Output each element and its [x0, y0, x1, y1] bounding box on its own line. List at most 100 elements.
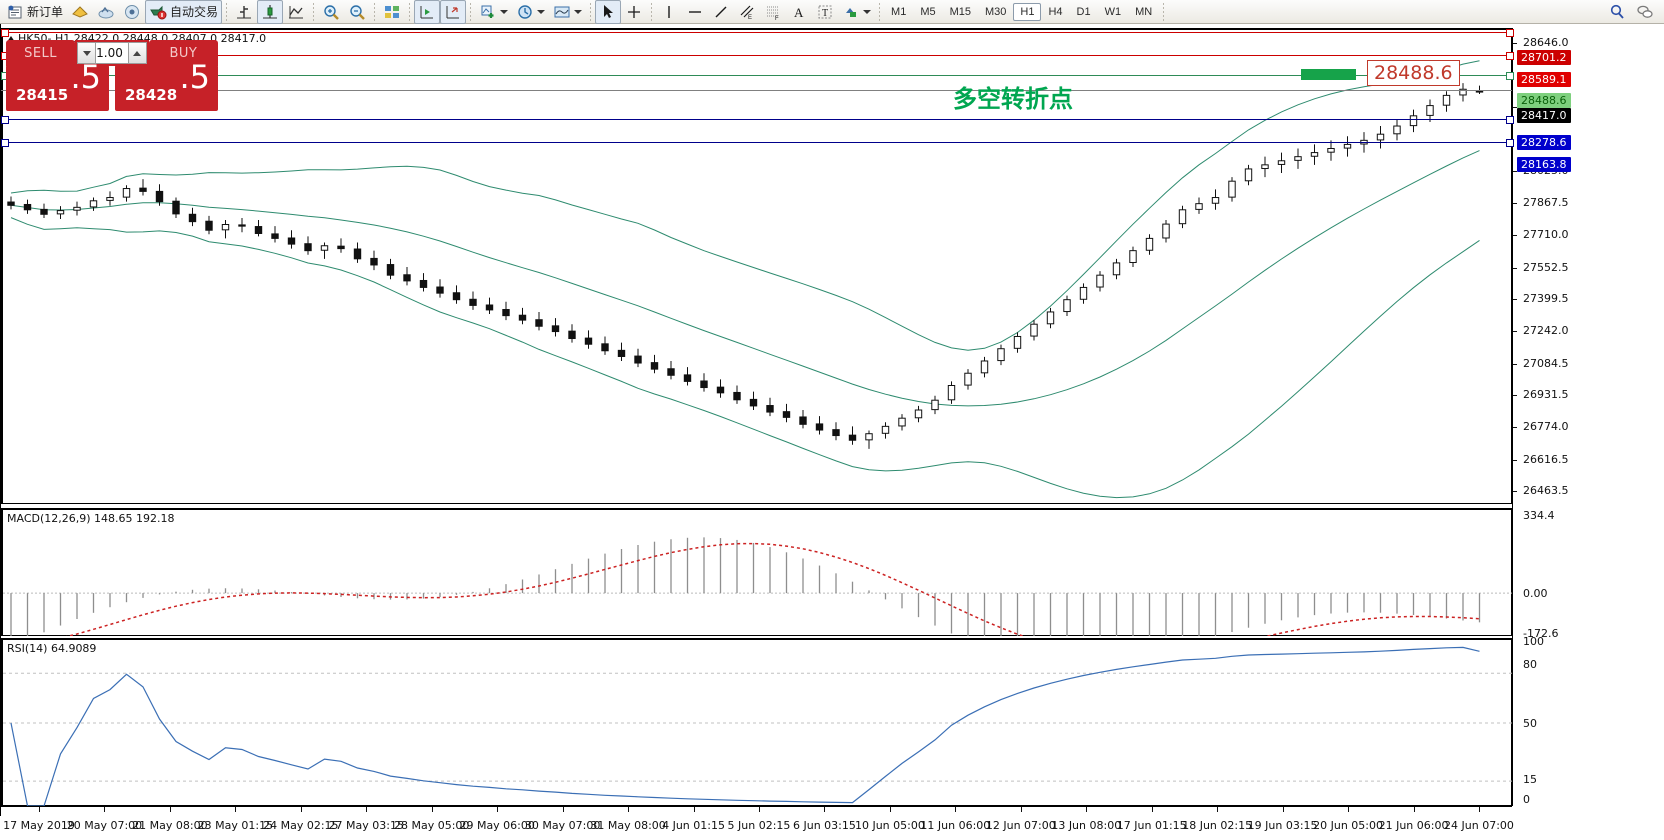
volume-input[interactable]: 1.00	[96, 42, 128, 64]
level-line-handle[interactable]	[1506, 139, 1514, 148]
level-line-handle[interactable]	[1506, 115, 1514, 124]
time-axis-tick	[1217, 807, 1219, 812]
chart-shift-button[interactable]	[440, 0, 467, 24]
expert-wizard-button[interactable]	[67, 0, 93, 24]
candlestick-chart-button[interactable]	[257, 0, 284, 24]
price-axis-tick	[1513, 43, 1517, 45]
level-line-handle[interactable]	[1506, 51, 1514, 60]
svg-text:T: T	[822, 8, 828, 19]
support-line-tag-2[interactable]: 28163.8	[1517, 157, 1571, 172]
turning-point-annotation[interactable]: 多空转折点	[953, 85, 1073, 113]
ask-line-tag[interactable]: 28701.2	[1517, 50, 1571, 65]
rsi-axis-label: 80	[1523, 658, 1537, 671]
macd-canvas[interactable]	[3, 510, 1512, 636]
scroll-end-button[interactable]	[414, 0, 441, 24]
last-price-tag[interactable]: 28417.0	[1517, 108, 1571, 123]
shapes-button[interactable]	[838, 0, 875, 24]
text-button[interactable]: A	[786, 0, 812, 24]
chat-icon[interactable]	[1636, 3, 1654, 21]
price-axis-label: 27084.5	[1523, 356, 1569, 370]
timeframe-m5[interactable]: M5	[920, 5, 936, 18]
line-chart-button[interactable]	[283, 0, 309, 24]
terminal-button[interactable]	[93, 0, 119, 24]
chevron-down-icon[interactable]	[574, 8, 583, 16]
search-icon[interactable]	[1608, 3, 1626, 21]
templates-button[interactable]	[549, 0, 586, 24]
volume-decrease-button[interactable]	[77, 42, 97, 64]
horizontal-line-button[interactable]	[682, 0, 708, 24]
level-line[interactable]	[1, 142, 1512, 144]
indicators-button[interactable]	[475, 0, 512, 24]
rsi-pane[interactable]: RSI(14) 64.9089	[1, 638, 1512, 806]
level-line-handle[interactable]	[1506, 28, 1514, 37]
new-order-button[interactable]: 新订单	[2, 0, 67, 24]
cursor-icon	[599, 3, 617, 21]
timeframe-h4[interactable]: H4	[1048, 5, 1063, 18]
sell-button[interactable]: SELL	[6, 40, 76, 66]
volume-increase-button[interactable]	[127, 42, 147, 64]
toolbar-separator	[226, 2, 228, 21]
level-line[interactable]	[1, 75, 1512, 77]
navigator-button[interactable]	[119, 0, 145, 24]
price-axis-label: 26616.5	[1523, 452, 1569, 466]
level-line[interactable]	[1, 31, 1512, 33]
zoom-out-button[interactable]	[344, 0, 370, 24]
collapse-triangle-icon[interactable]	[7, 36, 15, 42]
bar-chart-button[interactable]	[231, 0, 257, 24]
time-axis-label: 31 May 08:00	[590, 819, 666, 832]
support-line-tag-1[interactable]: 28278.6	[1517, 135, 1571, 150]
timeframe-mn[interactable]: MN	[1135, 5, 1153, 18]
level-line-handle[interactable]	[1, 139, 9, 148]
tile-windows-button[interactable]	[379, 0, 405, 24]
level-line-handle[interactable]	[1, 115, 9, 124]
autotrade-button[interactable]: 自动交易	[145, 0, 223, 24]
level-line[interactable]	[1, 118, 1512, 120]
vertical-line-button[interactable]	[656, 0, 682, 24]
timeframe-d1[interactable]: D1	[1076, 5, 1091, 18]
fibonacci-button[interactable]: F	[760, 0, 786, 24]
bid-line-tag[interactable]: 28488.6	[1517, 93, 1571, 108]
sell-price-box[interactable]: .5 28415	[6, 61, 109, 111]
price-axis[interactable]: 28646.028335.528025.027867.527710.027552…	[1512, 28, 1664, 806]
buy-button[interactable]: BUY	[148, 40, 218, 66]
chart-workspace[interactable]: HK50-,H1 28422.0 28448.0 28407.0 28417.0…	[0, 24, 1664, 840]
level-line[interactable]	[1, 54, 1512, 56]
price-axis-label: 28646.0	[1523, 36, 1569, 50]
bar-chart-icon	[235, 3, 253, 21]
chevron-down-icon[interactable]	[863, 8, 872, 16]
period-button[interactable]	[512, 0, 549, 24]
trendline-button[interactable]	[708, 0, 734, 24]
text-icon: A	[790, 3, 808, 21]
equidistant-channel-button[interactable]: E	[734, 0, 760, 24]
timeframe-m15[interactable]: M15	[949, 5, 971, 18]
rsi-axis-label: 50	[1523, 717, 1537, 730]
level-line-handle[interactable]	[1, 28, 9, 37]
chevron-down-icon[interactable]	[537, 8, 546, 16]
one-click-trading-panel[interactable]: SELL 1.00 BUY .5 28415 .5 28428	[6, 40, 218, 112]
rsi-canvas[interactable]	[3, 640, 1512, 806]
volume-stepper[interactable]: 1.00	[75, 40, 149, 66]
time-axis-label: 30 May 07:00	[524, 819, 601, 832]
price-pane[interactable]: HK50-,H1 28422.0 28448.0 28407.0 28417.0	[1, 28, 1512, 504]
time-axis-label: 11 Jun 06:00	[920, 819, 991, 832]
timeframe-h1[interactable]: H1	[1013, 2, 1042, 21]
crosshair-button[interactable]	[621, 0, 647, 24]
rsi-axis-label: 0	[1523, 793, 1530, 806]
price-canvas[interactable]	[3, 30, 1512, 504]
time-axis[interactable]: 17 May 2019 20 May 07:00 21 May 08:00 23 Ma…	[1, 806, 1514, 840]
timeframe-m1[interactable]: M1	[891, 5, 907, 18]
level-line-handle[interactable]	[1506, 72, 1514, 81]
timeframe-w1[interactable]: W1	[1104, 5, 1122, 18]
cursor-button[interactable]	[595, 0, 622, 24]
buy-price-box[interactable]: .5 28428	[115, 61, 218, 111]
stop-line-tag[interactable]: 28589.1	[1517, 72, 1571, 87]
price-callout[interactable]: 28488.6	[1367, 60, 1460, 86]
price-axis-label: 27399.5	[1523, 291, 1569, 305]
timeframe-m30[interactable]: M30	[985, 5, 1007, 18]
macd-pane[interactable]: MACD(12,26,9) 148.65 192.18	[1, 508, 1512, 636]
level-line[interactable]	[1, 90, 1512, 92]
zoom-in-button[interactable]	[318, 0, 344, 24]
text-label-button[interactable]: T	[812, 0, 838, 24]
chevron-down-icon[interactable]	[500, 8, 509, 16]
